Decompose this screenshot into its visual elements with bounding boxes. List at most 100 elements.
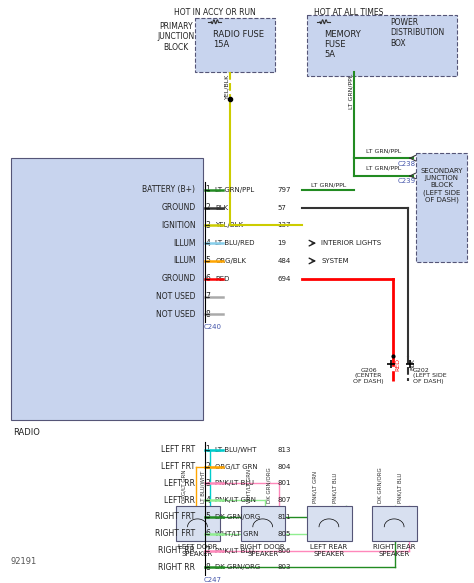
- Text: 801: 801: [277, 480, 291, 486]
- Text: DK GRN/ORG: DK GRN/ORG: [266, 468, 271, 503]
- Text: PNK/LT GRN: PNK/LT GRN: [215, 497, 256, 503]
- Text: 811: 811: [277, 514, 291, 520]
- Text: ILLUM: ILLUM: [173, 257, 195, 265]
- Text: HOT IN ACCY OR RUN: HOT IN ACCY OR RUN: [174, 8, 256, 17]
- Text: NOT USED: NOT USED: [156, 310, 195, 319]
- Text: 813: 813: [277, 447, 291, 453]
- Text: IGNITION: IGNITION: [161, 221, 195, 230]
- Text: LT GRN/PPL: LT GRN/PPL: [215, 187, 255, 193]
- FancyBboxPatch shape: [10, 158, 203, 420]
- Text: 2: 2: [205, 203, 210, 212]
- Text: PNK/LT BLU: PNK/LT BLU: [398, 473, 402, 503]
- FancyBboxPatch shape: [307, 506, 352, 540]
- Text: RED: RED: [395, 358, 400, 371]
- Text: BLK: BLK: [410, 358, 415, 370]
- FancyBboxPatch shape: [195, 18, 274, 72]
- Text: C239: C239: [398, 178, 416, 184]
- FancyBboxPatch shape: [241, 506, 285, 540]
- Text: 2: 2: [205, 462, 210, 471]
- Text: 8: 8: [205, 563, 210, 572]
- Text: PNK/LT BLU: PNK/LT BLU: [215, 480, 254, 486]
- Text: 3: 3: [205, 479, 210, 488]
- Text: DK GRN/ORG: DK GRN/ORG: [378, 468, 383, 503]
- Text: 1: 1: [205, 185, 210, 194]
- Text: LEFT REAR
SPEAKER: LEFT REAR SPEAKER: [310, 543, 347, 557]
- Text: 806: 806: [277, 547, 291, 553]
- Text: LT GRN/PPL: LT GRN/PPL: [311, 183, 346, 188]
- Text: PNK/LT BLU: PNK/LT BLU: [215, 547, 254, 553]
- Text: 1: 1: [205, 445, 210, 454]
- Text: HOT AT ALL TIMES: HOT AT ALL TIMES: [314, 8, 383, 17]
- Text: GROUND: GROUND: [161, 203, 195, 212]
- Text: POWER
DISTRIBUTION
BOX: POWER DISTRIBUTION BOX: [390, 18, 445, 48]
- Text: MEMORY
FUSE
5A: MEMORY FUSE 5A: [324, 30, 361, 59]
- Text: BLK: BLK: [215, 205, 228, 210]
- Text: 805: 805: [277, 531, 291, 537]
- Text: 694: 694: [277, 276, 291, 282]
- Text: 3: 3: [205, 221, 210, 230]
- Text: ORG/LT GRN: ORG/LT GRN: [215, 463, 258, 469]
- Text: 8: 8: [205, 310, 210, 319]
- Text: LT BLU/WHT: LT BLU/WHT: [201, 470, 206, 503]
- FancyBboxPatch shape: [373, 506, 417, 540]
- Text: 484: 484: [277, 258, 291, 264]
- Text: C240: C240: [203, 324, 221, 330]
- Text: 6: 6: [205, 529, 210, 538]
- Text: RIGHT RR: RIGHT RR: [158, 546, 195, 555]
- Text: 57: 57: [277, 205, 286, 210]
- FancyBboxPatch shape: [176, 506, 220, 540]
- Text: SECONDARY
JUNCTION
BLOCK
(LEFT SIDE
OF DASH): SECONDARY JUNCTION BLOCK (LEFT SIDE OF D…: [420, 168, 463, 203]
- Text: RIGHT DOOR
SPEAKER: RIGHT DOOR SPEAKER: [240, 543, 285, 557]
- Text: SYSTEM: SYSTEM: [321, 258, 349, 264]
- Text: 4: 4: [205, 238, 210, 248]
- Text: LT BLU/RED: LT BLU/RED: [215, 240, 255, 246]
- Text: BATTERY (B+): BATTERY (B+): [143, 185, 195, 194]
- Text: WHT/LT GRN: WHT/LT GRN: [215, 531, 259, 537]
- Text: G206
(CENTER
OF DASH): G206 (CENTER OF DASH): [353, 368, 384, 384]
- Text: DK GRN/ORG: DK GRN/ORG: [215, 564, 261, 570]
- Text: 5: 5: [205, 257, 210, 265]
- Text: INTERIOR LIGHTS: INTERIOR LIGHTS: [321, 240, 381, 246]
- Text: RIGHT REAR
SPEAKER: RIGHT REAR SPEAKER: [373, 543, 415, 557]
- Text: 807: 807: [277, 497, 291, 503]
- Text: RADIO: RADIO: [13, 428, 39, 437]
- Text: ORG/BLK: ORG/BLK: [215, 258, 246, 264]
- FancyBboxPatch shape: [309, 18, 383, 72]
- Text: PNK/LT BLU: PNK/LT BLU: [332, 473, 337, 503]
- Text: RIGHT FRT: RIGHT FRT: [155, 512, 195, 521]
- Text: DK GRN/ORG: DK GRN/ORG: [215, 514, 261, 520]
- Text: PRIMARY
JUNCTION
BLOCK: PRIMARY JUNCTION BLOCK: [157, 22, 194, 51]
- Text: RIGHT FRT: RIGHT FRT: [155, 529, 195, 538]
- Text: 137: 137: [277, 222, 291, 229]
- Text: C247: C247: [203, 577, 221, 583]
- Text: RADIO FUSE
15A: RADIO FUSE 15A: [213, 30, 264, 49]
- Text: 804: 804: [277, 463, 291, 469]
- Text: 5: 5: [205, 512, 210, 521]
- FancyBboxPatch shape: [416, 153, 467, 262]
- Text: GROUND: GROUND: [161, 274, 195, 283]
- Text: LT BLU/WHT: LT BLU/WHT: [215, 447, 257, 453]
- FancyBboxPatch shape: [307, 15, 457, 76]
- Text: 7: 7: [205, 292, 210, 301]
- Text: 6: 6: [205, 274, 210, 283]
- Text: RIGHT RR: RIGHT RR: [158, 563, 195, 572]
- Text: LT GRN/PPL: LT GRN/PPL: [365, 148, 401, 153]
- Text: LEFT FRT: LEFT FRT: [161, 445, 195, 454]
- Text: YEL/BLK: YEL/BLK: [215, 222, 243, 229]
- Text: 19: 19: [277, 240, 286, 246]
- Text: ORG/LT GRN: ORG/LT GRN: [181, 469, 186, 503]
- Text: G202
(LEFT SIDE
OF DASH): G202 (LEFT SIDE OF DASH): [413, 368, 447, 384]
- Text: 7: 7: [205, 546, 210, 555]
- Text: 803: 803: [277, 564, 291, 570]
- Text: 797: 797: [277, 187, 291, 193]
- Text: 92191: 92191: [10, 557, 37, 566]
- Text: LEFT RR: LEFT RR: [164, 479, 195, 488]
- Text: ILLUM: ILLUM: [173, 238, 195, 248]
- Text: YEL/BLK: YEL/BLK: [225, 74, 229, 99]
- Text: RED: RED: [215, 276, 229, 282]
- Text: PNK/LT GRN: PNK/LT GRN: [312, 471, 318, 503]
- Text: LT GRN/PPL: LT GRN/PPL: [348, 74, 353, 110]
- Text: LEFT RR: LEFT RR: [164, 496, 195, 505]
- Text: 4: 4: [205, 496, 210, 505]
- Text: WHT/LT GRN: WHT/LT GRN: [246, 469, 251, 503]
